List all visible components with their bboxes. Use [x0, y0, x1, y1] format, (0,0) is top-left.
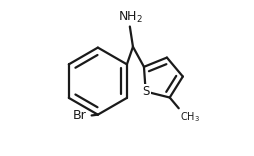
- Text: S: S: [141, 85, 149, 98]
- Text: NH$_2$: NH$_2$: [118, 10, 142, 25]
- Text: CH$_3$: CH$_3$: [180, 110, 200, 124]
- Text: Br: Br: [73, 109, 87, 122]
